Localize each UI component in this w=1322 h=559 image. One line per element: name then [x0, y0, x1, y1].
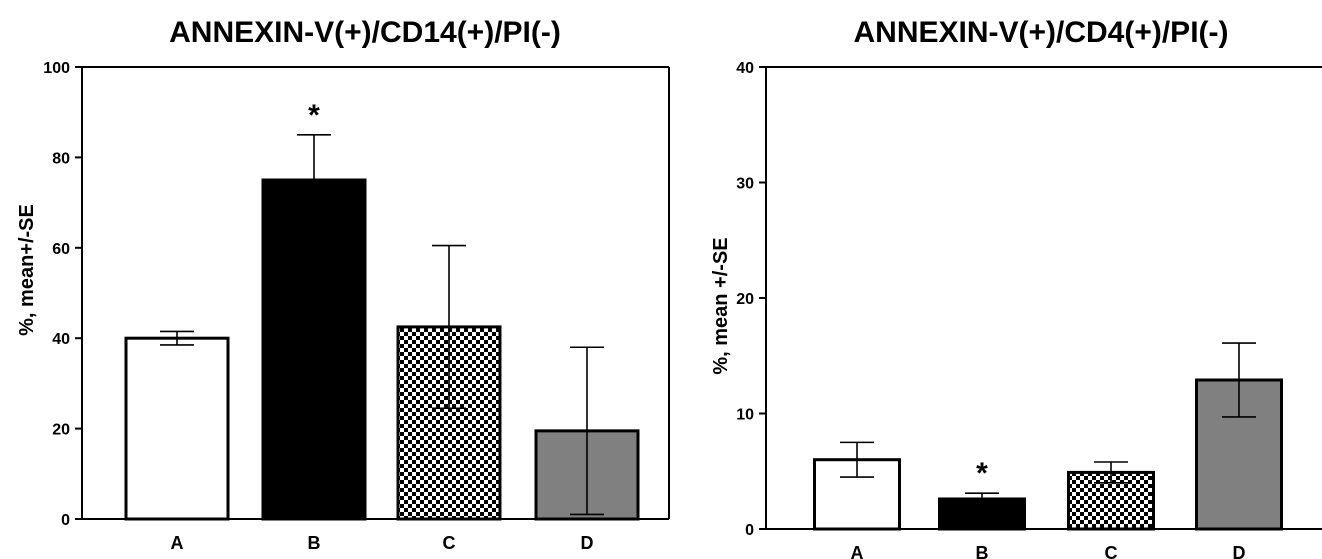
error-bars-cd4	[840, 342, 1256, 506]
y-tick-label: 10	[736, 407, 754, 424]
x-ticks-cd14: A B C D	[171, 533, 594, 553]
x-tick-label-d: D	[1233, 543, 1246, 559]
significance-marker-b: *	[308, 99, 320, 132]
annotations-cd14: *	[308, 99, 320, 132]
error-bars-cd14	[160, 134, 604, 516]
y-tick-label: 0	[745, 522, 754, 539]
error-bar-c	[432, 244, 466, 410]
bar-b	[261, 178, 367, 521]
y-tick-label: 60	[52, 241, 70, 258]
y-tick-label: 20	[52, 422, 70, 439]
error-bar-b	[965, 492, 999, 506]
x-tick-label-d: D	[581, 533, 594, 553]
y-tick-label: 0	[61, 512, 70, 529]
error-bar-a	[840, 441, 874, 478]
bars-cd14	[124, 178, 640, 521]
y-tick-label: 40	[736, 60, 754, 77]
y-ticks-cd14: 0 20 40 60 80 100	[43, 60, 82, 529]
y-tick-label: 40	[52, 331, 70, 348]
y-axis-label-cd4: %, mean +/-SE	[710, 237, 732, 374]
panel-cd14: ANNEXIN-V(+)/CD14(+)/PI(-) %, mean+/-SE …	[16, 16, 670, 553]
bar-a	[124, 336, 230, 521]
chart-title-cd4: ANNEXIN-V(+)/CD4(+)/PI(-)	[853, 16, 1228, 49]
x-tick-label-c: C	[443, 533, 456, 553]
bars-cd4	[813, 378, 1283, 531]
error-bar-c	[1094, 461, 1128, 484]
error-bar-d	[570, 346, 604, 516]
error-bar-a	[160, 330, 194, 346]
y-tick-label: 30	[736, 176, 754, 193]
y-axis-label-cd14: %, mean+/-SE	[16, 204, 38, 336]
error-bar-b	[297, 134, 331, 226]
x-ticks-cd4: A B C D	[851, 543, 1246, 559]
annotations-cd4: *	[976, 457, 988, 490]
chart-title-cd14: ANNEXIN-V(+)/CD14(+)/PI(-)	[169, 16, 561, 49]
x-tick-label-b: B	[308, 533, 321, 553]
y-tick-label: 20	[736, 291, 754, 308]
y-tick-label: 100	[43, 60, 70, 77]
x-tick-label-a: A	[171, 533, 184, 553]
panel-cd4: ANNEXIN-V(+)/CD4(+)/PI(-) %, mean +/-SE …	[710, 16, 1322, 559]
x-tick-label-b: B	[976, 543, 989, 559]
x-tick-label-a: A	[851, 543, 864, 559]
error-bar-d	[1222, 342, 1256, 418]
y-ticks-cd4: 0 10 20 30 40	[736, 60, 766, 539]
y-tick-label: 80	[52, 150, 70, 167]
significance-marker-b: *	[976, 457, 988, 490]
x-tick-label-c: C	[1105, 543, 1118, 559]
